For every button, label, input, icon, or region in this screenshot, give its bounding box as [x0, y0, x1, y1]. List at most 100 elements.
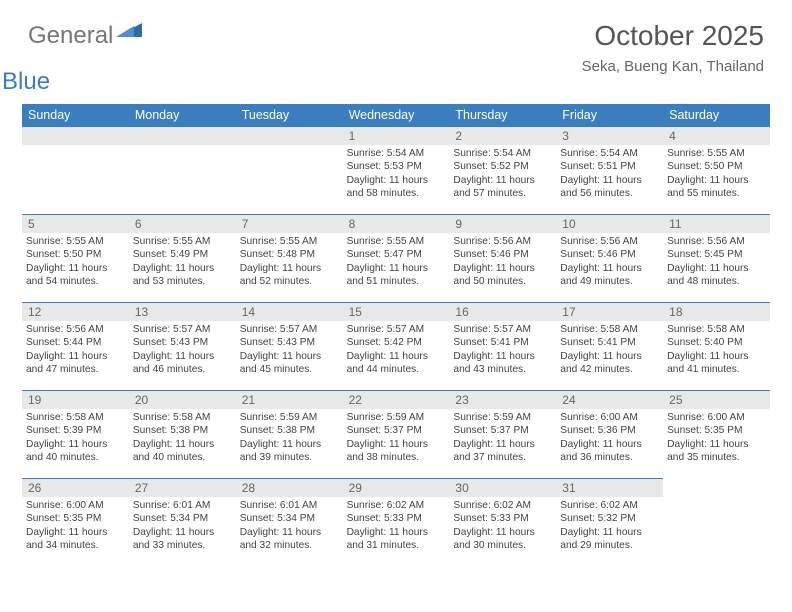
day-number: 28 [236, 479, 343, 497]
day-info: Sunrise: 5:56 AMSunset: 5:44 PMDaylight:… [22, 321, 129, 381]
day-number: 24 [556, 391, 663, 409]
calendar-cell: 28Sunrise: 6:01 AMSunset: 5:34 PMDayligh… [236, 478, 343, 566]
calendar-cell: 16Sunrise: 5:57 AMSunset: 5:41 PMDayligh… [449, 302, 556, 390]
calendar-cell: 13Sunrise: 5:57 AMSunset: 5:43 PMDayligh… [129, 302, 236, 390]
calendar-cell: 23Sunrise: 5:59 AMSunset: 5:37 PMDayligh… [449, 390, 556, 478]
day-number: 25 [663, 391, 770, 409]
day-number [236, 127, 343, 145]
day-header: Thursday [449, 104, 556, 126]
day-info: Sunrise: 6:00 AMSunset: 5:36 PMDaylight:… [556, 409, 663, 469]
day-number: 20 [129, 391, 236, 409]
calendar-cell: 30Sunrise: 6:02 AMSunset: 5:33 PMDayligh… [449, 478, 556, 566]
day-info: Sunrise: 6:01 AMSunset: 5:34 PMDaylight:… [129, 497, 236, 557]
brand-triangle-icon [116, 21, 142, 37]
calendar-cell: 21Sunrise: 5:59 AMSunset: 5:38 PMDayligh… [236, 390, 343, 478]
day-number: 31 [556, 479, 663, 497]
brand-part1: General [28, 22, 113, 49]
page-title: October 2025 [582, 20, 764, 52]
day-number [129, 127, 236, 145]
day-number: 2 [449, 127, 556, 145]
calendar-cell: 25Sunrise: 6:00 AMSunset: 5:35 PMDayligh… [663, 390, 770, 478]
calendar-cell: 3Sunrise: 5:54 AMSunset: 5:51 PMDaylight… [556, 126, 663, 214]
day-info: Sunrise: 6:02 AMSunset: 5:33 PMDaylight:… [343, 497, 450, 557]
day-info: Sunrise: 6:00 AMSunset: 5:35 PMDaylight:… [22, 497, 129, 557]
calendar-cell: 4Sunrise: 5:55 AMSunset: 5:50 PMDaylight… [663, 126, 770, 214]
calendar: SundayMondayTuesdayWednesdayThursdayFrid… [22, 104, 770, 566]
day-number [22, 127, 129, 145]
day-info: Sunrise: 5:54 AMSunset: 5:52 PMDaylight:… [449, 145, 556, 205]
day-header: Saturday [663, 104, 770, 126]
day-header: Friday [556, 104, 663, 126]
day-number: 8 [343, 215, 450, 233]
day-info: Sunrise: 5:55 AMSunset: 5:50 PMDaylight:… [663, 145, 770, 205]
day-number: 17 [556, 303, 663, 321]
day-info: Sunrise: 5:56 AMSunset: 5:45 PMDaylight:… [663, 233, 770, 293]
day-info: Sunrise: 5:54 AMSunset: 5:53 PMDaylight:… [343, 145, 450, 205]
day-number: 7 [236, 215, 343, 233]
day-info: Sunrise: 6:01 AMSunset: 5:34 PMDaylight:… [236, 497, 343, 557]
calendar-cell: 27Sunrise: 6:01 AMSunset: 5:34 PMDayligh… [129, 478, 236, 566]
calendar-cell: 5Sunrise: 5:55 AMSunset: 5:50 PMDaylight… [22, 214, 129, 302]
day-info: Sunrise: 5:58 AMSunset: 5:38 PMDaylight:… [129, 409, 236, 469]
calendar-cell: 24Sunrise: 6:00 AMSunset: 5:36 PMDayligh… [556, 390, 663, 478]
day-info: Sunrise: 6:02 AMSunset: 5:33 PMDaylight:… [449, 497, 556, 557]
day-number: 5 [22, 215, 129, 233]
calendar-cell: 10Sunrise: 5:56 AMSunset: 5:46 PMDayligh… [556, 214, 663, 302]
day-info: Sunrise: 5:58 AMSunset: 5:41 PMDaylight:… [556, 321, 663, 381]
calendar-cell: 6Sunrise: 5:55 AMSunset: 5:49 PMDaylight… [129, 214, 236, 302]
day-header: Monday [129, 104, 236, 126]
calendar-cell: 26Sunrise: 6:00 AMSunset: 5:35 PMDayligh… [22, 478, 129, 566]
day-info: Sunrise: 5:56 AMSunset: 5:46 PMDaylight:… [556, 233, 663, 293]
calendar-cell: 19Sunrise: 5:58 AMSunset: 5:39 PMDayligh… [22, 390, 129, 478]
calendar-cell: 11Sunrise: 5:56 AMSunset: 5:45 PMDayligh… [663, 214, 770, 302]
day-info: Sunrise: 5:59 AMSunset: 5:37 PMDaylight:… [449, 409, 556, 469]
day-number: 1 [343, 127, 450, 145]
calendar-cell-empty [22, 126, 129, 214]
calendar-cell: 31Sunrise: 6:02 AMSunset: 5:32 PMDayligh… [556, 478, 663, 566]
day-info: Sunrise: 5:55 AMSunset: 5:49 PMDaylight:… [129, 233, 236, 293]
calendar-cell-empty [236, 126, 343, 214]
day-info: Sunrise: 5:57 AMSunset: 5:42 PMDaylight:… [343, 321, 450, 381]
day-number: 13 [129, 303, 236, 321]
day-number: 22 [343, 391, 450, 409]
day-info: Sunrise: 5:59 AMSunset: 5:37 PMDaylight:… [343, 409, 450, 469]
day-number: 23 [449, 391, 556, 409]
day-number: 18 [663, 303, 770, 321]
calendar-body: 1Sunrise: 5:54 AMSunset: 5:53 PMDaylight… [22, 126, 770, 566]
calendar-cell: 1Sunrise: 5:54 AMSunset: 5:53 PMDaylight… [343, 126, 450, 214]
calendar-cell: 15Sunrise: 5:57 AMSunset: 5:42 PMDayligh… [343, 302, 450, 390]
day-number: 29 [343, 479, 450, 497]
day-info: Sunrise: 6:02 AMSunset: 5:32 PMDaylight:… [556, 497, 663, 557]
day-number: 4 [663, 127, 770, 145]
day-info: Sunrise: 5:55 AMSunset: 5:48 PMDaylight:… [236, 233, 343, 293]
day-info: Sunrise: 5:56 AMSunset: 5:46 PMDaylight:… [449, 233, 556, 293]
calendar-cell: 14Sunrise: 5:57 AMSunset: 5:43 PMDayligh… [236, 302, 343, 390]
day-number: 3 [556, 127, 663, 145]
calendar-cell: 20Sunrise: 5:58 AMSunset: 5:38 PMDayligh… [129, 390, 236, 478]
day-number: 12 [22, 303, 129, 321]
calendar-cell: 9Sunrise: 5:56 AMSunset: 5:46 PMDaylight… [449, 214, 556, 302]
calendar-header-row: SundayMondayTuesdayWednesdayThursdayFrid… [22, 104, 770, 126]
brand-part2: Blue [2, 68, 142, 96]
day-info: Sunrise: 5:55 AMSunset: 5:50 PMDaylight:… [22, 233, 129, 293]
day-info: Sunrise: 5:58 AMSunset: 5:39 PMDaylight:… [22, 409, 129, 469]
day-number: 27 [129, 479, 236, 497]
day-info: Sunrise: 5:57 AMSunset: 5:43 PMDaylight:… [129, 321, 236, 381]
day-number: 21 [236, 391, 343, 409]
day-number: 30 [449, 479, 556, 497]
day-number: 19 [22, 391, 129, 409]
day-number: 14 [236, 303, 343, 321]
day-number: 26 [22, 479, 129, 497]
day-info: Sunrise: 5:57 AMSunset: 5:41 PMDaylight:… [449, 321, 556, 381]
day-info: Sunrise: 5:57 AMSunset: 5:43 PMDaylight:… [236, 321, 343, 381]
day-info: Sunrise: 6:00 AMSunset: 5:35 PMDaylight:… [663, 409, 770, 469]
day-number: 11 [663, 215, 770, 233]
day-header: Sunday [22, 104, 129, 126]
calendar-cell: 22Sunrise: 5:59 AMSunset: 5:37 PMDayligh… [343, 390, 450, 478]
day-info: Sunrise: 5:58 AMSunset: 5:40 PMDaylight:… [663, 321, 770, 381]
day-number: 9 [449, 215, 556, 233]
day-info: Sunrise: 5:55 AMSunset: 5:47 PMDaylight:… [343, 233, 450, 293]
brand-logo: General Blue [28, 22, 142, 96]
calendar-cell: 12Sunrise: 5:56 AMSunset: 5:44 PMDayligh… [22, 302, 129, 390]
calendar-cell: 8Sunrise: 5:55 AMSunset: 5:47 PMDaylight… [343, 214, 450, 302]
